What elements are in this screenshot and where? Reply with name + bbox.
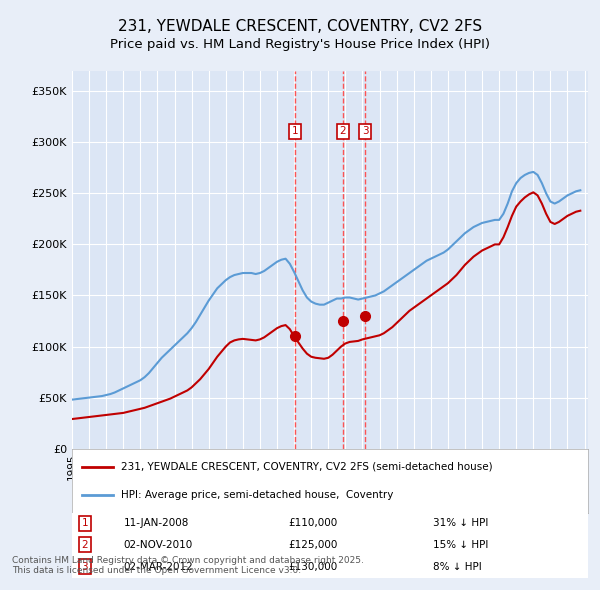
Text: £125,000: £125,000 bbox=[289, 539, 338, 549]
Text: 02-NOV-2010: 02-NOV-2010 bbox=[124, 539, 193, 549]
Text: 2: 2 bbox=[82, 539, 88, 549]
Text: 8% ↓ HPI: 8% ↓ HPI bbox=[433, 562, 482, 572]
Text: 3: 3 bbox=[82, 562, 88, 572]
Text: 231, YEWDALE CRESCENT, COVENTRY, CV2 2FS: 231, YEWDALE CRESCENT, COVENTRY, CV2 2FS bbox=[118, 19, 482, 34]
Text: 3: 3 bbox=[362, 126, 368, 136]
Text: Price paid vs. HM Land Registry's House Price Index (HPI): Price paid vs. HM Land Registry's House … bbox=[110, 38, 490, 51]
Text: 2: 2 bbox=[340, 126, 346, 136]
Text: 31% ↓ HPI: 31% ↓ HPI bbox=[433, 518, 488, 528]
Text: 1: 1 bbox=[292, 126, 298, 136]
Text: 11-JAN-2008: 11-JAN-2008 bbox=[124, 518, 189, 528]
Text: 1: 1 bbox=[82, 518, 88, 528]
Text: HPI: Average price, semi-detached house,  Coventry: HPI: Average price, semi-detached house,… bbox=[121, 490, 394, 500]
Text: 15% ↓ HPI: 15% ↓ HPI bbox=[433, 539, 488, 549]
Text: 231, YEWDALE CRESCENT, COVENTRY, CV2 2FS (semi-detached house): 231, YEWDALE CRESCENT, COVENTRY, CV2 2FS… bbox=[121, 462, 493, 472]
Text: £110,000: £110,000 bbox=[289, 518, 338, 528]
Text: 02-MAR-2012: 02-MAR-2012 bbox=[124, 562, 193, 572]
Text: Contains HM Land Registry data © Crown copyright and database right 2025.
This d: Contains HM Land Registry data © Crown c… bbox=[12, 556, 364, 575]
Text: £130,000: £130,000 bbox=[289, 562, 338, 572]
